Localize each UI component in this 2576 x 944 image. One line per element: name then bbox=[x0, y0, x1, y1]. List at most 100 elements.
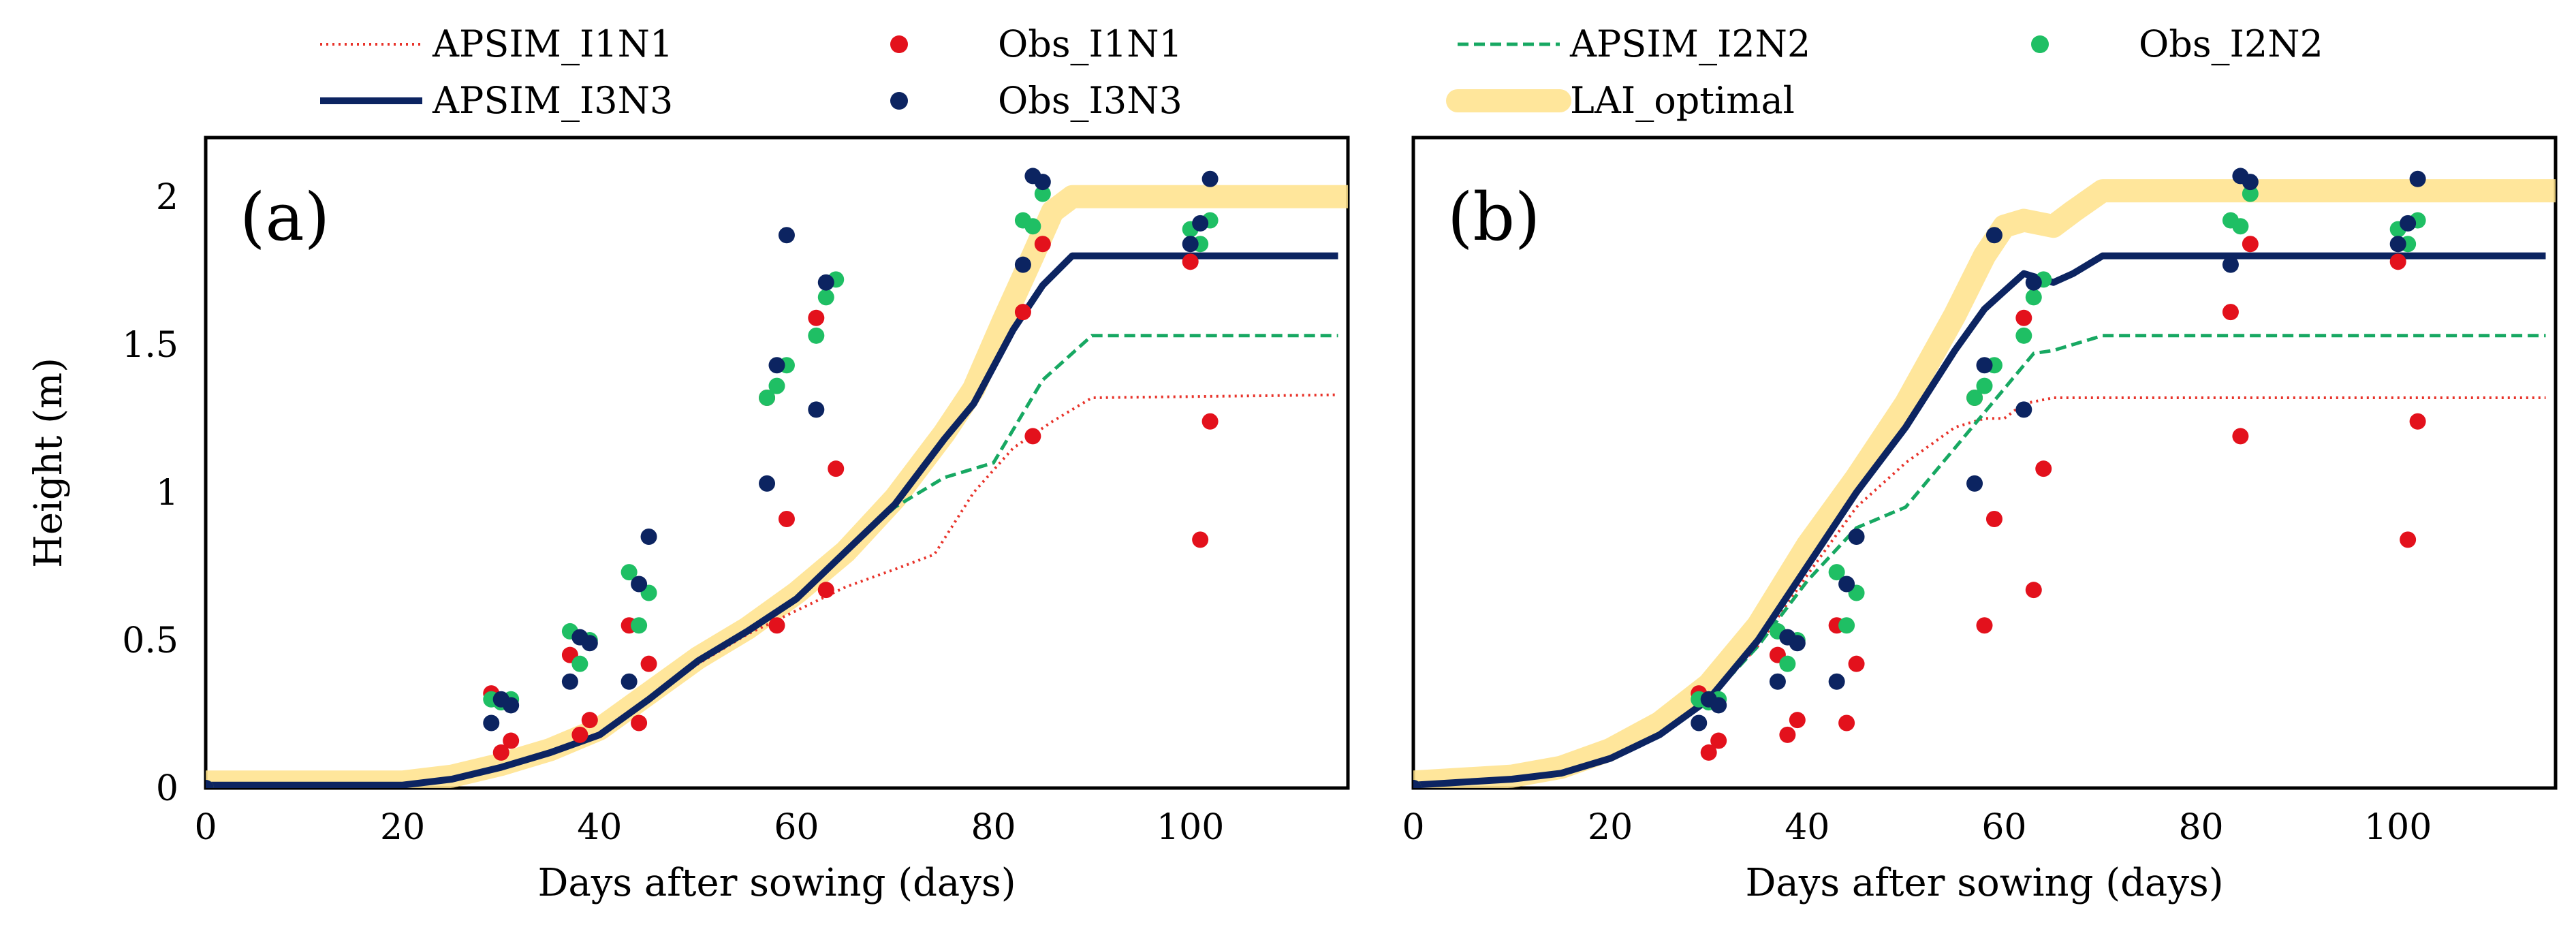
panel-b-point-obs-i3n3 bbox=[2409, 170, 2426, 187]
panel-a-point-obs-i3n3 bbox=[768, 357, 785, 374]
panel-a-point-obs-i3n3 bbox=[1034, 174, 1051, 191]
panel-b-point-obs-i1n1 bbox=[2232, 428, 2249, 445]
panel-a-x-tick: 40 bbox=[577, 807, 622, 848]
panel-a-y-tick: 1 bbox=[156, 473, 178, 514]
panel-a-y-axis-title: Height (m) bbox=[27, 358, 71, 568]
panel-a-point-obs-i1n1 bbox=[1192, 531, 1209, 548]
panel-b-point-obs-i1n1 bbox=[1779, 726, 1796, 743]
panel-a-point-obs-i1n1 bbox=[571, 726, 588, 743]
panel-a-x-tick: 60 bbox=[774, 807, 819, 848]
panel-b-point-obs-i3n3 bbox=[1828, 673, 1845, 690]
panel-b-point-obs-i3n3 bbox=[1985, 227, 2002, 244]
panel-b-point-obs-i3n3 bbox=[2400, 215, 2417, 232]
panel-b-label: (b) bbox=[1447, 179, 1540, 255]
panel-b-point-obs-i2n2 bbox=[1779, 655, 1796, 672]
panel-b-point-obs-i2n2 bbox=[1828, 564, 1845, 581]
legend-lai-optimal-label: LAI_optimal bbox=[1570, 79, 1795, 122]
legend-obs-i1n1-label: Obs_I1N1 bbox=[998, 22, 1182, 65]
panel-a-x-tick: 20 bbox=[380, 807, 425, 848]
panel-b-x-tick: 20 bbox=[1588, 807, 1633, 848]
panel-b-x-tick: 100 bbox=[2364, 807, 2432, 848]
panel-b-series-apsim-i3n3 bbox=[1413, 252, 2546, 788]
panel-b-point-obs-i1n1 bbox=[2222, 304, 2239, 321]
panel-a-x-axis-title: Days after sowing (days) bbox=[537, 861, 1016, 905]
legend-obs-i1n1-swatch bbox=[890, 35, 908, 53]
panel-a-point-obs-i3n3 bbox=[759, 475, 776, 492]
panel-b-point-obs-i3n3 bbox=[2242, 174, 2259, 191]
legend-apsim-i2n2-label: APSIM_I2N2 bbox=[1569, 22, 1810, 65]
panel-b-point-obs-i1n1 bbox=[2015, 309, 2032, 326]
panel-b-plot-frame bbox=[1411, 136, 2558, 790]
panel-a-y-tick: 1.5 bbox=[122, 325, 178, 366]
panel-a-point-obs-i1n1 bbox=[1182, 253, 1199, 270]
panel-a-point-obs-i2n2 bbox=[759, 390, 776, 406]
panel-a-point-obs-i3n3 bbox=[1201, 170, 1219, 187]
panel-a-point-obs-i1n1 bbox=[1014, 304, 1031, 321]
panel-b-x-tick: 0 bbox=[1402, 807, 1424, 848]
panel-a-y-tick: 0.5 bbox=[122, 620, 178, 661]
panel-a-point-obs-i2n2 bbox=[631, 617, 648, 634]
panel-a-plot-frame bbox=[204, 136, 1350, 790]
panel-b-point-obs-i1n1 bbox=[2400, 531, 2417, 548]
panel-a-point-obs-i3n3 bbox=[206, 780, 214, 788]
panel-b-series-apsim-i1n1 bbox=[1413, 396, 2546, 787]
panel-a-x-tick: 100 bbox=[1157, 807, 1224, 848]
panel-b: (b) 0 20 40 60 80 100 Days after sowing (days) bbox=[1402, 136, 2558, 905]
panel-b-point-obs-i3n3 bbox=[2025, 274, 2042, 291]
panel-a-point-obs-i3n3 bbox=[778, 227, 795, 244]
panel-a-point-obs-i3n3 bbox=[1182, 236, 1199, 253]
panel-b-x-tick: 80 bbox=[2178, 807, 2223, 848]
panel-a-point-obs-i2n2 bbox=[571, 655, 588, 672]
panel-a-point-obs-i1n1 bbox=[1034, 236, 1051, 253]
panel-a-label: (a) bbox=[240, 179, 330, 255]
legend-obs-i3n3-swatch bbox=[890, 92, 908, 110]
panel-b-point-obs-i3n3 bbox=[1848, 529, 1865, 546]
panel-b-point-obs-i1n1 bbox=[1985, 510, 2002, 527]
panel-a-point-obs-i1n1 bbox=[1201, 413, 1219, 430]
panel-a-point-obs-i3n3 bbox=[561, 673, 578, 690]
panel-a-point-obs-i2n2 bbox=[768, 377, 785, 394]
panel-b-point-obs-i2n2 bbox=[1838, 617, 1855, 634]
panel-a-point-obs-i2n2 bbox=[1024, 218, 1041, 235]
panel-a-series-apsim-i3n3 bbox=[206, 252, 1338, 788]
panel-b-series-lai-optimal bbox=[1413, 179, 2556, 788]
panel-b-point-obs-i2n2 bbox=[1976, 377, 1993, 394]
panel-a-point-obs-i3n3 bbox=[581, 635, 598, 652]
panel-b-point-obs-i1n1 bbox=[1789, 712, 1806, 729]
panel-b-point-obs-i3n3 bbox=[1976, 357, 1993, 374]
panel-a-series-lai-optimal bbox=[206, 185, 1348, 788]
panel-b-point-obs-i1n1 bbox=[1710, 732, 1727, 749]
panel-b-point-obs-i2n2 bbox=[2232, 218, 2249, 235]
legend: APSIM_I1N1 Obs_I1N1 APSIM_I2N2 Obs_I2N2 APSI… bbox=[320, 22, 2323, 122]
panel-b-point-obs-i2n2 bbox=[1966, 390, 1983, 406]
panel-a-x-tick: 0 bbox=[194, 807, 217, 848]
panel-a-point-obs-i1n1 bbox=[640, 655, 657, 672]
panel-b-x-axis-title: Days after sowing (days) bbox=[1745, 861, 2223, 905]
panel-a-point-obs-i1n1 bbox=[631, 714, 648, 731]
panel-a-point-obs-i1n1 bbox=[503, 732, 520, 749]
panel-b-point-obs-i1n1 bbox=[2409, 413, 2426, 430]
panel-b-point-obs-i2n2 bbox=[2025, 289, 2042, 306]
panel-a-point-obs-i1n1 bbox=[1024, 428, 1041, 445]
panel-b-point-obs-i3n3 bbox=[1691, 714, 1708, 731]
panel-a-point-obs-i3n3 bbox=[1014, 256, 1031, 273]
panel-b-point-obs-i1n1 bbox=[1976, 617, 1993, 634]
panel-b-point-obs-i3n3 bbox=[2015, 401, 2032, 418]
panel-a-point-obs-i1n1 bbox=[817, 582, 834, 599]
panel-a-point-obs-i1n1 bbox=[778, 510, 795, 527]
panel-a-point-obs-i3n3 bbox=[1192, 215, 1209, 232]
panel-b-point-obs-i3n3 bbox=[1710, 697, 1727, 714]
panel-b-point-obs-i2n2 bbox=[2015, 327, 2032, 344]
panel-b-point-obs-i1n1 bbox=[2242, 236, 2259, 253]
legend-obs-i2n2-label: Obs_I2N2 bbox=[2139, 22, 2323, 65]
panel-a-series-apsim-i1n1 bbox=[206, 393, 1338, 787]
panel-b-point-obs-i3n3 bbox=[1966, 475, 1983, 492]
panel-b-point-obs-i3n3 bbox=[1838, 576, 1855, 593]
legend-obs-i3n3-label: Obs_I3N3 bbox=[998, 79, 1182, 122]
panel-a-point-obs-i1n1 bbox=[581, 712, 598, 729]
panel-a-point-obs-i3n3 bbox=[503, 697, 520, 714]
panel-a-point-obs-i2n2 bbox=[808, 327, 825, 344]
panel-b-point-obs-i1n1 bbox=[1848, 655, 1865, 672]
panel-b-x-tick: 60 bbox=[1981, 807, 2026, 848]
panel-b-x-tick: 40 bbox=[1785, 807, 1829, 848]
